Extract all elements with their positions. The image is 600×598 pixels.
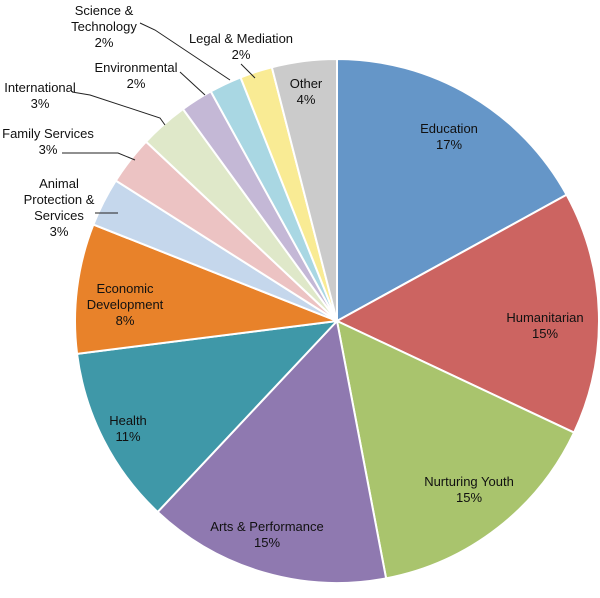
slice-label: Family Services 3% [2, 126, 94, 157]
slice-health [75, 319, 340, 514]
slice-label: International 3% [4, 80, 76, 111]
leader-line [179, 71, 206, 96]
leader-line [240, 63, 256, 79]
pie-slices [74, 57, 600, 584]
slice-label: Animal Protection & Services 3% [24, 176, 95, 239]
slice-label: Arts & Performance 15% [210, 519, 323, 550]
slice-label: Legal & Mediation 2% [189, 31, 293, 62]
slice-label: Other 4% [290, 76, 323, 107]
leader-line [62, 152, 136, 161]
slice-education [336, 57, 568, 323]
slice-label: Environmental 2% [94, 60, 177, 91]
slice-economic-development [74, 223, 338, 355]
slice-label: Education 17% [420, 121, 478, 152]
leader-line [71, 91, 166, 126]
slice-label: Economic Development 8% [87, 281, 164, 328]
slice-label: Humanitarian 15% [506, 310, 583, 341]
slice-label: Nurturing Youth 15% [424, 474, 514, 505]
slice-nurturing-youth [335, 319, 576, 580]
slice-other [270, 57, 338, 322]
slice-labels: Education 17% Humanitarian 15% Nurturing You… [2, 3, 584, 550]
leader-lines [62, 22, 256, 214]
leader-line [139, 22, 231, 81]
slice-label: Science & Technology 2% [71, 3, 137, 50]
slice-arts-performance [156, 318, 388, 584]
slice-humanitarian [334, 193, 600, 434]
slice-label: Health 11% [109, 413, 147, 444]
